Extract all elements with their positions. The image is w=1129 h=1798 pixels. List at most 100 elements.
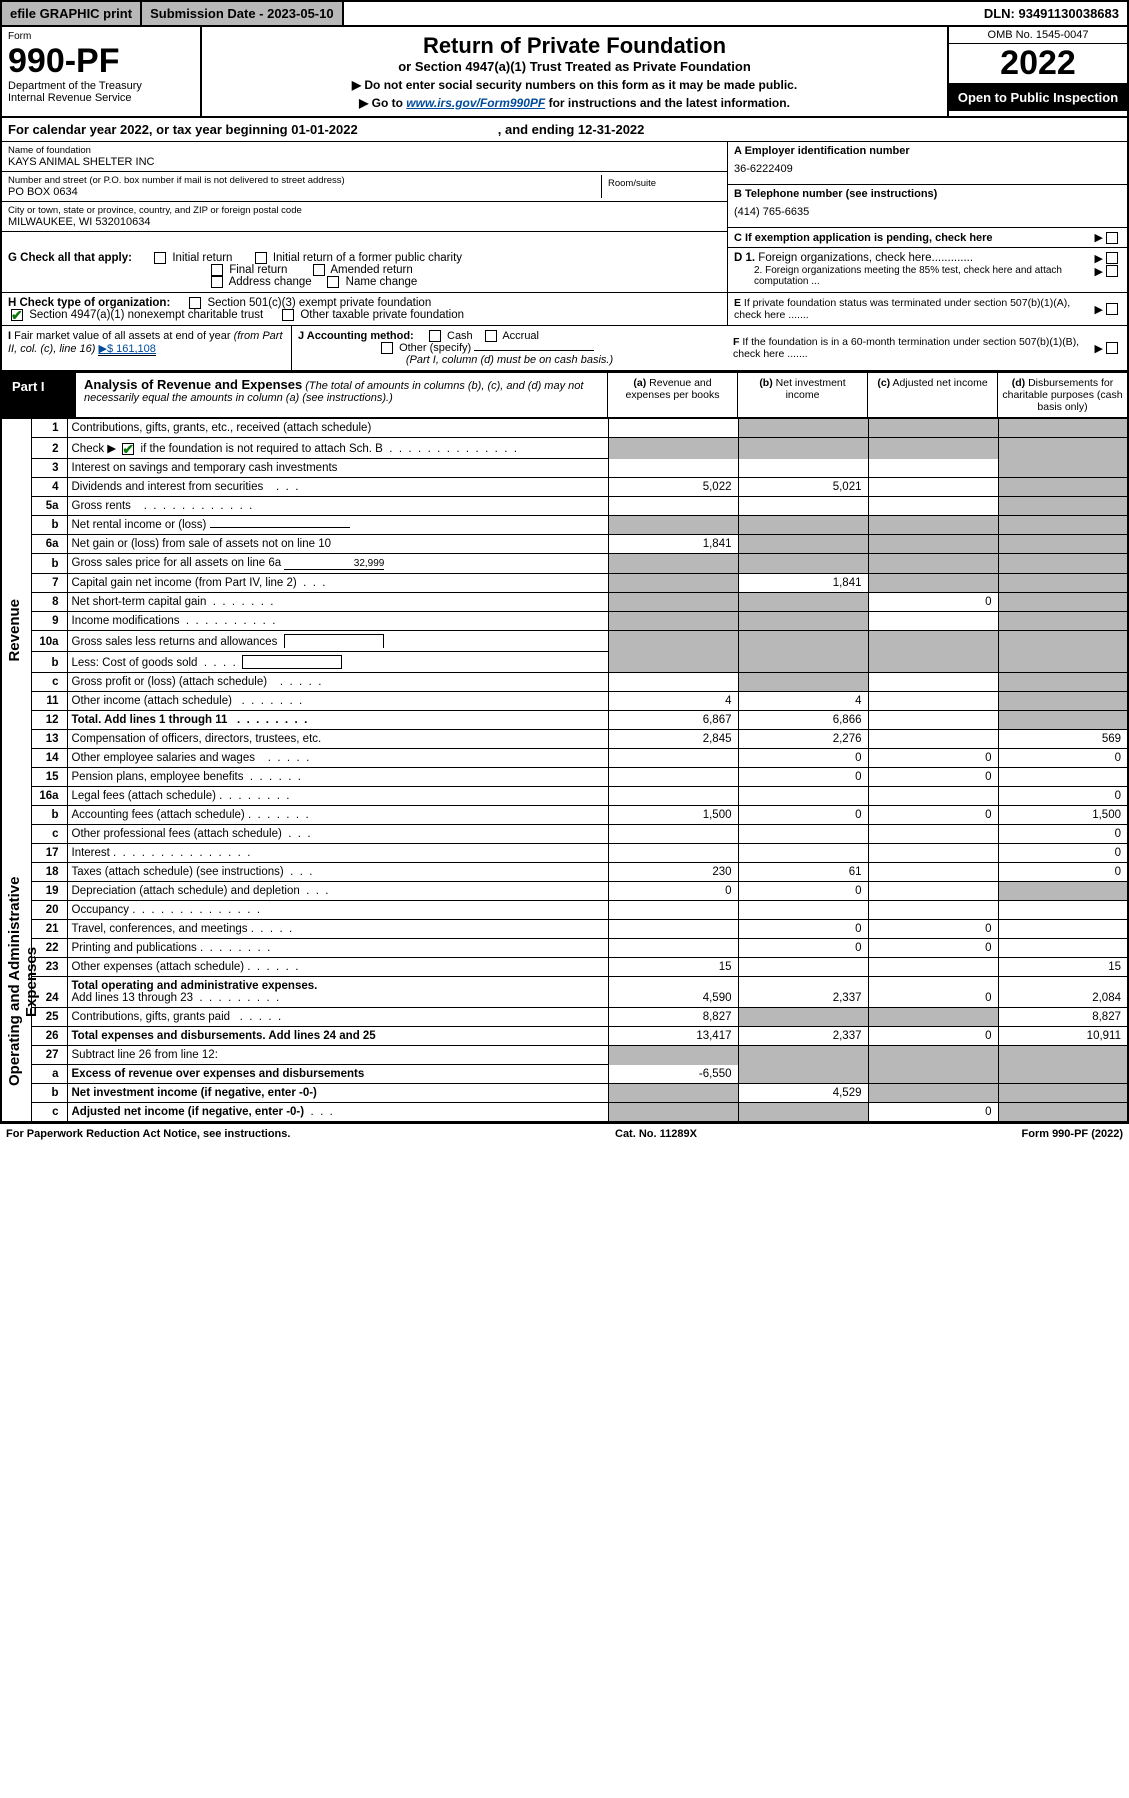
val-26c: 0 [868,1027,998,1046]
row-27: Subtract line 26 from line 12: [67,1046,608,1065]
org-info: Name of foundation KAYS ANIMAL SHELTER I… [0,142,1129,248]
checkbox-c[interactable] [1106,232,1118,244]
row-12: Total. Add lines 1 through 11 . . . . . … [67,711,608,730]
val-24b: 2,337 [738,977,868,1008]
val-22b: 0 [738,939,868,958]
row-22: Printing and publications . . . . . . . … [67,939,608,958]
checkbox-cash[interactable] [429,330,441,342]
g-opt5: Address change [229,276,312,288]
row-6b: Gross sales price for all assets on line… [67,554,608,574]
row-3: Interest on savings and temporary cash i… [67,459,608,478]
h-label: H Check type of organization: [8,297,170,309]
val-12a: 6,867 [608,711,738,730]
phone-label: B Telephone number (see instructions) [734,188,1121,200]
revenue-side-label: Revenue [6,599,23,662]
checkbox-other-taxable[interactable] [282,309,294,321]
row-17: Interest . . . . . . . . . . . . . . . [67,844,608,863]
form-label: Form [8,31,194,42]
val-15b: 0 [738,768,868,787]
checkbox-initial-former[interactable] [255,252,267,264]
city-label: City or town, state or province, country… [8,205,721,216]
checkbox-d2[interactable] [1106,265,1118,277]
open-to-public: Open to Public Inspection [949,84,1127,111]
checkbox-f[interactable] [1106,342,1118,354]
val-22c: 0 [868,939,998,958]
val-7b: 1,841 [738,574,868,593]
row-18: Taxes (attach schedule) (see instruction… [67,863,608,882]
val-16ba: 1,500 [608,806,738,825]
row-2: Check ▶ if the foundation is not require… [67,438,608,459]
val-26d: 10,911 [998,1027,1128,1046]
g-opt3: Final return [229,264,287,276]
row-7: Capital gain net income (from Part IV, l… [67,574,608,593]
addr-label: Number and street (or P.O. box number if… [8,175,601,186]
checkbox-name-change[interactable] [327,276,339,288]
arrow-icon: ▶ [1095,231,1103,244]
g-opt6: Name change [346,276,418,288]
val-18a: 230 [608,863,738,882]
checkbox-501c3[interactable] [189,297,201,309]
col-b: Net investment income [776,377,846,401]
form-number: 990-PF [8,44,194,78]
ein-label: A Employer identification number [734,145,1121,157]
part1-header: Part I Analysis of Revenue and Expenses … [0,372,1129,419]
val-13d: 569 [998,730,1128,749]
val-4b: 5,021 [738,478,868,497]
row-21: Travel, conferences, and meetings . . . … [67,920,608,939]
g-opt2: Initial return of a former public charit… [273,252,462,264]
val-18d: 0 [998,863,1128,882]
checkbox-amended[interactable] [313,264,325,276]
fmv-value[interactable]: ▶$ 161,108 [98,343,155,356]
ein-value: 36-6222409 [734,157,1121,181]
val-24c: 0 [868,977,998,1008]
val-11b: 4 [738,692,868,711]
note-post: for instructions and the latest informat… [545,96,790,110]
arrow-icon: ▶ [1095,342,1103,355]
efile-print-button[interactable]: efile GRAPHIC print [2,2,142,25]
val-25d: 8,827 [998,1008,1128,1027]
val-16bb: 0 [738,806,868,825]
row-27a: Excess of revenue over expenses and disb… [67,1065,608,1084]
checkbox-final[interactable] [211,264,223,276]
checkbox-schb[interactable] [122,443,134,455]
row-9: Income modifications . . . . . . . . . . [67,612,608,631]
city-state-zip: MILWAUKEE, WI 532010634 [8,216,721,228]
val-8c: 0 [868,593,998,612]
val-14c: 0 [868,749,998,768]
part1-table: Revenue 1Contributions, gifts, grants, e… [0,419,1129,1123]
val-14d: 0 [998,749,1128,768]
val-11a: 4 [608,692,738,711]
checkbox-initial-return[interactable] [154,252,166,264]
checkbox-4947a1[interactable] [11,309,23,321]
f-label: F If the foundation is in a 60-month ter… [733,336,1095,360]
j-label: J Accounting method: [298,330,414,342]
part1-label: Part I [2,373,76,417]
checkbox-addr-change[interactable] [211,276,223,288]
row-16b: Accounting fees (attach schedule) . . . … [67,806,608,825]
g-opt4: Amended return [330,264,412,276]
part1-title: Analysis of Revenue and Expenses [84,377,302,392]
row-6a: Net gain or (loss) from sale of assets n… [67,535,608,554]
val-26b: 2,337 [738,1027,868,1046]
row-24: Total operating and administrative expen… [67,977,608,1008]
row-10a: Gross sales less returns and allowances [67,631,608,652]
j-note: (Part I, column (d) must be on cash basi… [298,354,721,366]
val-24a: 4,590 [608,977,738,1008]
d2-label: 2. Foreign organizations meeting the 85%… [754,265,1095,287]
irs-link[interactable]: www.irs.gov/Form990PF [406,96,545,110]
arrow-icon: ▶ [1095,252,1103,265]
val-25a: 8,827 [608,1008,738,1027]
address: PO BOX 0634 [8,186,601,198]
val-15c: 0 [868,768,998,787]
checkbox-other[interactable] [381,342,393,354]
val-18b: 61 [738,863,868,882]
val-16bc: 0 [868,806,998,825]
row-20: Occupancy . . . . . . . . . . . . . . [67,901,608,920]
checkbox-accrual[interactable] [485,330,497,342]
checkbox-e[interactable] [1106,303,1118,315]
checkbox-d1[interactable] [1106,252,1118,264]
val-21c: 0 [868,920,998,939]
footer-left: For Paperwork Reduction Act Notice, see … [6,1128,290,1140]
form-header: Form 990-PF Department of the Treasury I… [0,27,1129,118]
exemption-pending-label: C If exemption application is pending, c… [734,232,1095,244]
